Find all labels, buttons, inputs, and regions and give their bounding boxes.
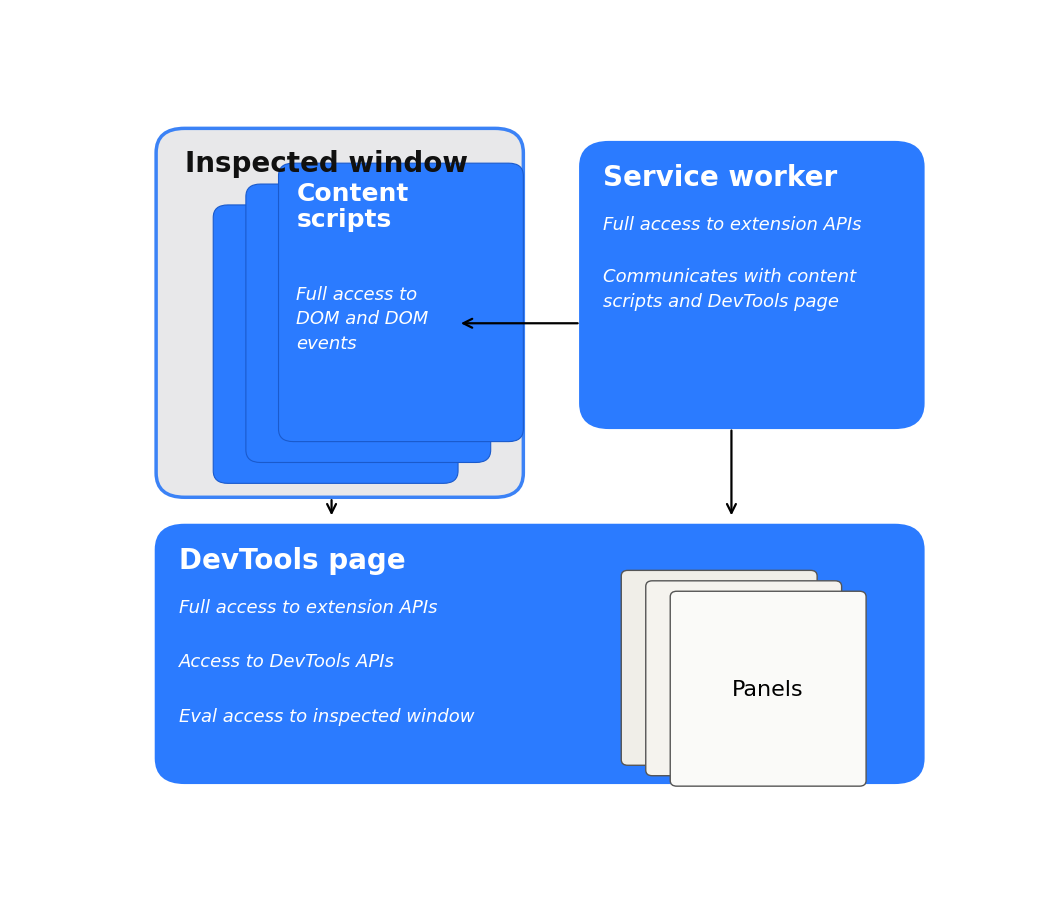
Text: Full access to
DOM and DOM
events: Full access to DOM and DOM events (297, 285, 429, 352)
FancyBboxPatch shape (246, 185, 491, 463)
Text: Full access to extension APIs

Access to DevTools APIs

Eval access to inspected: Full access to extension APIs Access to … (179, 599, 475, 725)
FancyBboxPatch shape (213, 206, 458, 484)
Text: Panels: Panels (732, 679, 804, 699)
FancyBboxPatch shape (156, 526, 923, 783)
Text: Inspected window: Inspected window (184, 150, 468, 178)
FancyBboxPatch shape (580, 143, 923, 428)
Text: DevTools page: DevTools page (179, 546, 405, 574)
FancyBboxPatch shape (278, 164, 523, 442)
FancyBboxPatch shape (645, 582, 841, 776)
Text: Full access to extension APIs

Communicates with content
scripts and DevTools pa: Full access to extension APIs Communicat… (603, 216, 861, 312)
FancyBboxPatch shape (671, 591, 867, 787)
FancyBboxPatch shape (621, 571, 817, 766)
Text: Service worker: Service worker (603, 164, 837, 192)
Text: Content
scripts: Content scripts (297, 182, 409, 232)
FancyBboxPatch shape (156, 129, 523, 498)
